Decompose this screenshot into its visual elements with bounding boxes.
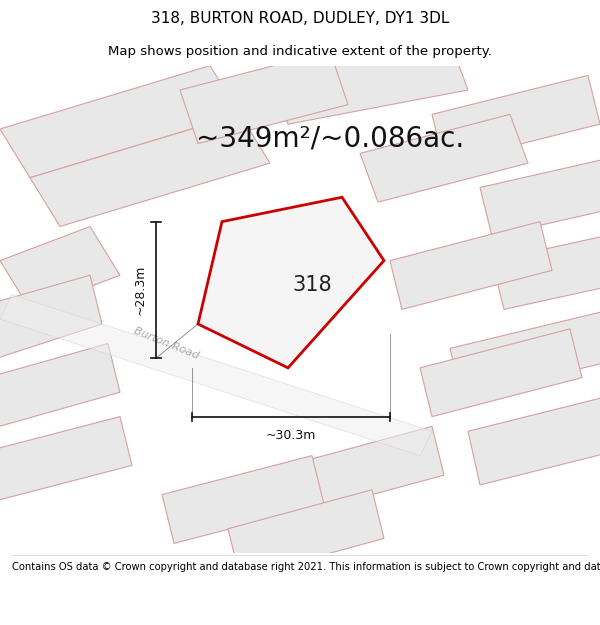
Polygon shape [468,392,600,485]
Text: Map shows position and indicative extent of the property.: Map shows position and indicative extent… [108,45,492,58]
Polygon shape [0,275,102,363]
Polygon shape [198,198,384,368]
Polygon shape [30,114,270,226]
Polygon shape [480,153,600,236]
Polygon shape [432,76,600,163]
Text: 318: 318 [292,275,332,295]
Polygon shape [0,417,132,504]
Text: ~28.3m: ~28.3m [134,265,147,315]
Polygon shape [0,66,240,178]
Polygon shape [360,114,528,202]
Polygon shape [492,226,600,309]
Polygon shape [0,295,432,456]
Text: Contains OS data © Crown copyright and database right 2021. This information is : Contains OS data © Crown copyright and d… [12,562,600,572]
Text: 318, BURTON ROAD, DUDLEY, DY1 3DL: 318, BURTON ROAD, DUDLEY, DY1 3DL [151,11,449,26]
Polygon shape [390,222,552,309]
Polygon shape [228,490,384,578]
Polygon shape [288,426,444,514]
Text: ~349m²/~0.086ac.: ~349m²/~0.086ac. [196,125,464,152]
Text: Burton Road: Burton Road [132,326,200,361]
Polygon shape [180,51,348,144]
Polygon shape [162,456,324,543]
Polygon shape [270,41,468,124]
Text: ~30.3m: ~30.3m [266,429,316,442]
Polygon shape [0,344,120,431]
Polygon shape [0,226,120,309]
Polygon shape [450,309,600,397]
Polygon shape [420,329,582,417]
